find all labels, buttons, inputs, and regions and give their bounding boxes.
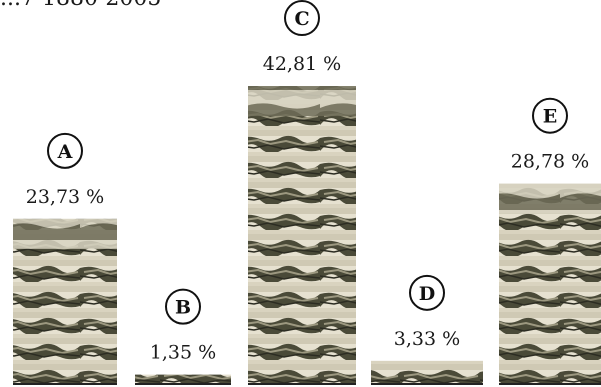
category-badge-circle (165, 288, 201, 325)
bar-cap-a (13, 218, 117, 249)
bar-fill-c (248, 86, 356, 385)
category-badge-circle (532, 97, 568, 134)
category-letter: D (419, 283, 435, 305)
category-badge-circle (47, 132, 83, 169)
category-badge-circle (409, 274, 445, 311)
bar-cap-c (248, 86, 356, 117)
partial-title: ...7 1880-2005 (0, 0, 161, 11)
bar-b (135, 374, 231, 385)
bar-e (499, 183, 601, 385)
value-label: 1,35 % (150, 342, 216, 364)
value-label: 42,81 % (263, 53, 342, 75)
category-letter: E (543, 106, 557, 128)
category-label-d: D 3,33 % (394, 274, 460, 350)
bar-fill-b (135, 374, 231, 384)
category-label-e: E 28,78 % (511, 97, 590, 173)
category-label-c: C 42,81 % (263, 0, 342, 75)
category-label-a: A 23,73 % (26, 132, 105, 208)
bar-a (13, 218, 117, 385)
value-label: 28,78 % (511, 151, 590, 173)
value-label: 23,73 % (26, 186, 105, 208)
category-badge-circle (284, 0, 320, 37)
category-letter: A (57, 141, 73, 163)
bar-fill-d (371, 360, 483, 384)
category-label-b: B 1,35 % (150, 288, 216, 364)
bar-c (248, 86, 356, 385)
category-letter: B (175, 297, 191, 319)
bar-fill-e (499, 183, 601, 384)
value-label: 3,33 % (394, 328, 460, 350)
bar-cap-e (499, 183, 601, 214)
category-letter: C (294, 8, 309, 30)
bar-d (371, 360, 483, 385)
